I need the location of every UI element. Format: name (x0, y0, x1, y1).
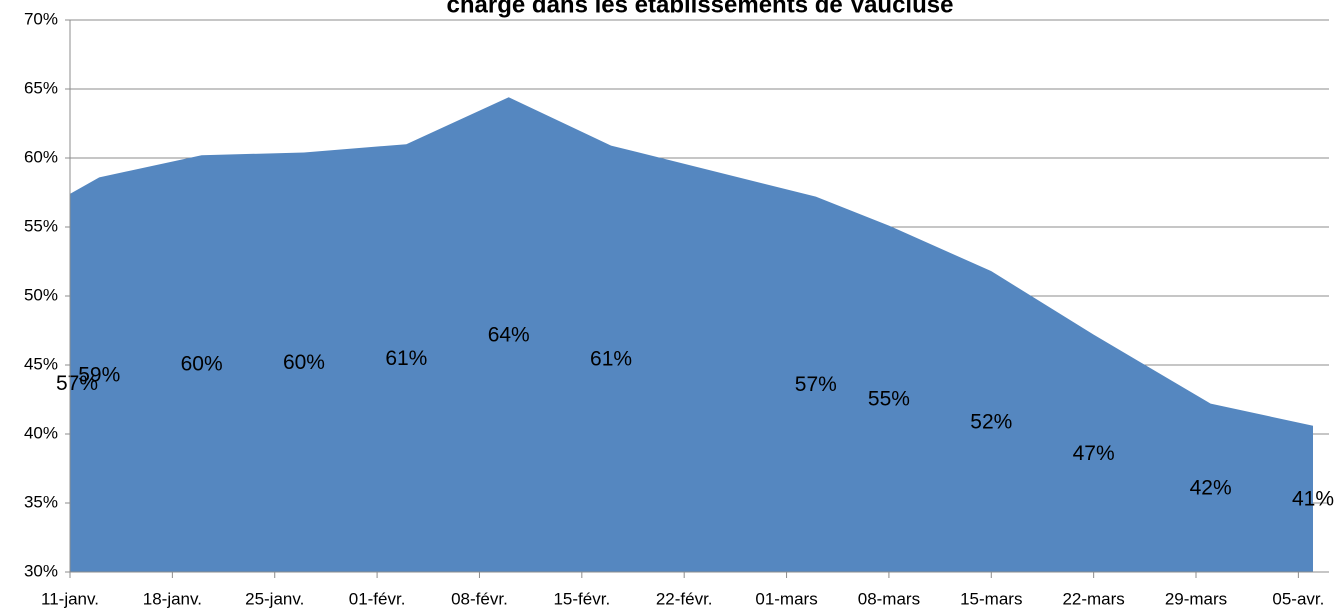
x-tick-label: 22-févr. (656, 589, 713, 608)
x-tick-label: 29-mars (1165, 589, 1227, 608)
x-tick-label: 22-mars (1062, 589, 1124, 608)
x-tick-label: 01-févr. (349, 589, 406, 608)
data-label: 61% (385, 347, 427, 370)
data-label: 64% (488, 324, 530, 347)
y-tick-label: 60% (24, 147, 58, 166)
data-label: 59% (78, 364, 120, 387)
y-tick-label: 35% (24, 492, 58, 511)
x-tick-label: 01-mars (755, 589, 817, 608)
y-tick-label: 70% (24, 9, 58, 28)
x-tick-label: 08-mars (858, 589, 920, 608)
data-label: 61% (590, 348, 632, 371)
chart-title: charge dans les établissements de Vauclu… (447, 0, 954, 18)
x-tick-label: 15-mars (960, 589, 1022, 608)
area (70, 97, 1313, 572)
x-tick-label: 18-janv. (143, 589, 202, 608)
x-tick-label: 25-janv. (245, 589, 304, 608)
x-tick-label: 05-avr. (1272, 589, 1324, 608)
y-tick-label: 50% (24, 285, 58, 304)
y-tick-label: 55% (24, 216, 58, 235)
data-label: 60% (181, 353, 223, 376)
data-label: 42% (1190, 476, 1232, 499)
x-tick-label: 08-févr. (451, 589, 508, 608)
y-tick-label: 30% (24, 561, 58, 580)
data-label: 41% (1292, 487, 1334, 510)
x-tick-label: 15-févr. (553, 589, 610, 608)
data-label: 57% (795, 373, 837, 396)
data-label: 52% (970, 410, 1012, 433)
data-label: 60% (283, 351, 325, 374)
y-tick-label: 45% (24, 354, 58, 373)
x-tick-label: 11-janv. (41, 589, 99, 608)
data-label: 47% (1073, 442, 1115, 465)
y-tick-label: 40% (24, 423, 58, 442)
data-label: 57% (56, 372, 98, 395)
y-tick-label: 65% (24, 78, 58, 97)
data-label: 55% (868, 388, 910, 411)
